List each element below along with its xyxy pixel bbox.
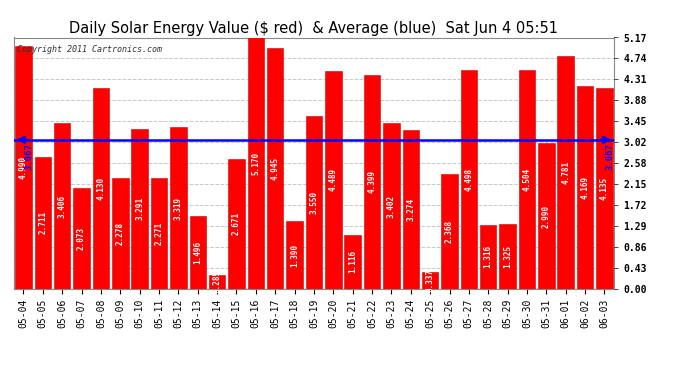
Text: 1.496: 1.496	[193, 241, 202, 264]
Bar	[209, 275, 226, 289]
Text: 3.067: 3.067	[606, 144, 615, 171]
Text: 3.274: 3.274	[406, 198, 415, 221]
Bar	[306, 116, 322, 289]
Text: 3.319: 3.319	[174, 196, 183, 220]
Text: 2.711: 2.711	[39, 211, 48, 234]
Bar	[538, 144, 555, 289]
Text: 3.291: 3.291	[135, 197, 144, 220]
Text: 5.170: 5.170	[251, 152, 260, 175]
Bar	[248, 38, 264, 289]
Bar	[500, 224, 516, 289]
Text: 1.316: 1.316	[484, 245, 493, 268]
Bar	[34, 157, 51, 289]
Text: Copyright 2011 Cartronics.com: Copyright 2011 Cartronics.com	[17, 45, 161, 54]
Bar	[422, 272, 438, 289]
Title: Daily Solar Energy Value ($ red)  & Average (blue)  Sat Jun 4 05:51: Daily Solar Energy Value ($ red) & Avera…	[70, 21, 558, 36]
Text: 2.073: 2.073	[77, 227, 86, 250]
Text: 4.169: 4.169	[580, 176, 589, 199]
Text: 3.067: 3.067	[25, 144, 34, 171]
Text: 2.990: 2.990	[542, 204, 551, 228]
Bar	[558, 56, 574, 289]
Bar	[267, 48, 284, 289]
Text: 4.781: 4.781	[561, 161, 570, 184]
Text: 1.325: 1.325	[503, 245, 512, 268]
Text: 3.406: 3.406	[58, 194, 67, 217]
Bar	[344, 234, 361, 289]
Text: 0.337: 0.337	[426, 269, 435, 292]
Bar	[577, 86, 593, 289]
Bar	[286, 221, 303, 289]
Bar	[73, 188, 90, 289]
Bar	[54, 123, 70, 289]
Bar	[383, 123, 400, 289]
Bar	[228, 159, 245, 289]
Text: 4.945: 4.945	[270, 157, 279, 180]
Text: 4.399: 4.399	[368, 170, 377, 194]
Text: 4.130: 4.130	[97, 177, 106, 200]
Bar	[442, 174, 457, 289]
Text: 4.504: 4.504	[522, 168, 531, 191]
Text: 4.489: 4.489	[329, 168, 338, 191]
Text: 2.278: 2.278	[116, 222, 125, 245]
Bar	[15, 46, 32, 289]
Text: 3.402: 3.402	[387, 195, 396, 217]
Bar	[190, 216, 206, 289]
Bar	[461, 70, 477, 289]
Bar	[364, 75, 380, 289]
Text: 2.368: 2.368	[445, 220, 454, 243]
Text: 1.116: 1.116	[348, 250, 357, 273]
Bar	[92, 88, 109, 289]
Bar	[519, 70, 535, 289]
Text: 4.990: 4.990	[19, 156, 28, 179]
Text: 2.671: 2.671	[232, 212, 241, 236]
Text: 1.390: 1.390	[290, 243, 299, 267]
Bar	[480, 225, 497, 289]
Text: 4.135: 4.135	[600, 177, 609, 200]
Bar	[151, 178, 167, 289]
Text: 3.550: 3.550	[309, 191, 319, 214]
Text: 4.498: 4.498	[464, 168, 473, 191]
Bar	[131, 129, 148, 289]
Bar	[402, 130, 419, 289]
Bar	[112, 178, 128, 289]
Text: 2.271: 2.271	[155, 222, 164, 245]
Bar	[596, 88, 613, 289]
Bar	[325, 70, 342, 289]
Text: 0.285: 0.285	[213, 270, 221, 293]
Bar	[170, 128, 186, 289]
